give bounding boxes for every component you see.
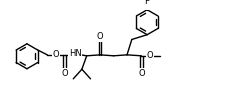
Text: O: O <box>53 50 59 59</box>
Text: F: F <box>145 0 150 6</box>
Text: O: O <box>97 32 103 41</box>
Text: O: O <box>61 69 68 78</box>
Text: O: O <box>147 51 153 60</box>
Text: HN: HN <box>69 49 82 58</box>
Text: O: O <box>138 69 145 78</box>
